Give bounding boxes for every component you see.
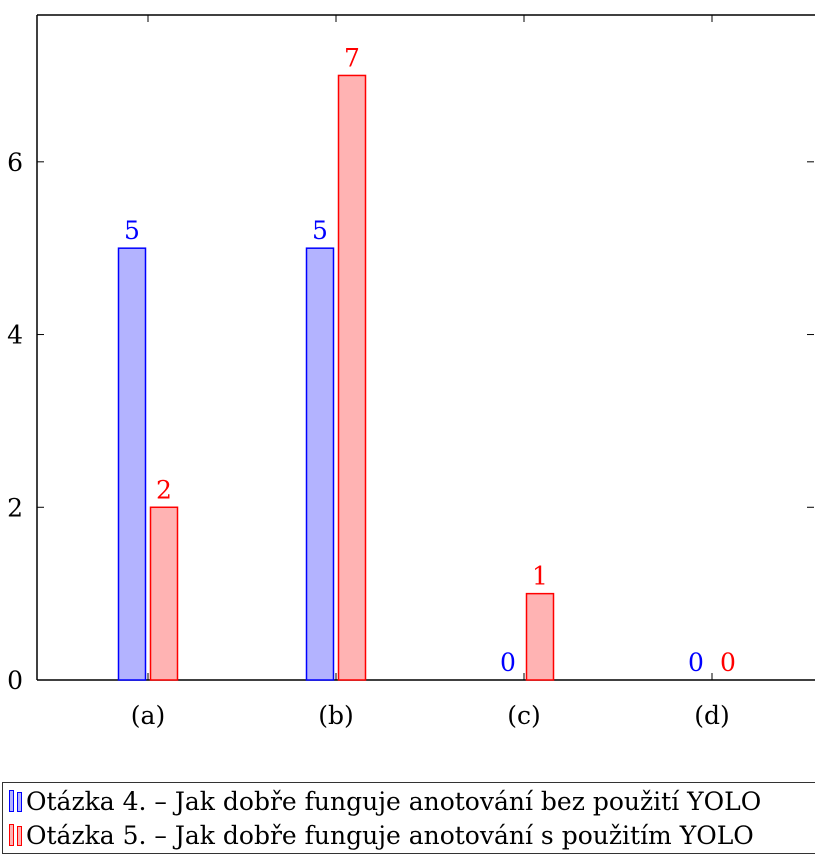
bar-series-1-a [117, 247, 147, 681]
bar-series-2-a [149, 506, 179, 681]
bar-series-1-b [305, 247, 335, 681]
y-tick-label: 4 [7, 321, 23, 350]
data-label-series-1: 0 [688, 648, 704, 677]
x-tick-label: (d) [694, 701, 730, 730]
chart-bars [117, 74, 555, 681]
data-label-series-2: 2 [156, 475, 172, 504]
data-label-series-1: 0 [500, 648, 516, 677]
data-label-series-2: 0 [720, 648, 736, 677]
legend-label-series-1: Otázka 4. – Jak dobře funguje anotování … [26, 786, 762, 816]
legend-entry-series-2: Otázka 5. – Jak dobře funguje anotování … [9, 819, 754, 851]
y-tick-label: 0 [7, 666, 23, 695]
legend-entry-series-1: Otázka 4. – Jak dobře funguje anotování … [9, 785, 761, 817]
legend-swatch-red-icon [9, 824, 22, 846]
data-label-series-2: 7 [344, 43, 360, 72]
y-tick-label: 2 [7, 493, 23, 522]
legend-swatch-blue-icon [9, 790, 22, 812]
data-label-series-2: 1 [532, 562, 548, 591]
data-label-series-1: 5 [312, 216, 328, 245]
y-tick-label: 6 [7, 148, 23, 177]
chart-legend: Otázka 4. – Jak dobře funguje anotování … [2, 782, 815, 854]
chart-tick-labels: (a) (b) (c) (d) 0 2 4 6 [7, 148, 730, 730]
bar-series-2-c [525, 592, 555, 681]
legend-label-series-2: Otázka 5. – Jak dobře funguje anotování … [26, 820, 754, 850]
bar-series-2-b [337, 74, 367, 681]
data-label-series-1: 5 [124, 216, 140, 245]
x-tick-label: (c) [507, 701, 541, 730]
x-tick-label: (a) [131, 701, 165, 730]
x-tick-label: (b) [318, 701, 354, 730]
